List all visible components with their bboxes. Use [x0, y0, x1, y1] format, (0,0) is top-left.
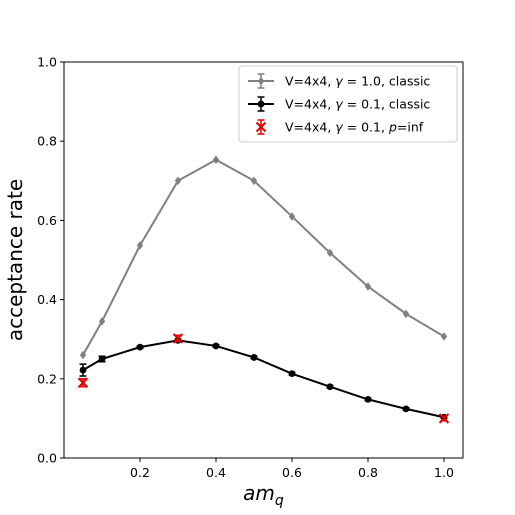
x-axis-label: amq [243, 481, 284, 509]
series-1-point [98, 317, 106, 326]
legend-label-part: V=4x4, [285, 120, 335, 135]
series-2-point [212, 342, 220, 350]
series-1-point [250, 176, 258, 186]
series-1-point [288, 212, 296, 221]
legend-label-part: V=4x4, [285, 97, 335, 112]
series-1 [79, 155, 448, 360]
legend-marker-stroke [255, 121, 267, 133]
legend-label-part: γ [335, 97, 343, 112]
legend-label-part: = 0.1, classic [343, 97, 431, 112]
series-1-point [440, 332, 448, 341]
axis-ticks: 0.2 0.4 0.6 0.8 1.0 0.0 0.2 0.4 0.6 0.8 1.0 [37, 55, 454, 481]
series-2-point [402, 405, 410, 413]
series-1-point [136, 241, 144, 250]
x-axis-label-subscript: q [275, 493, 284, 509]
legend-label: V=4x4, γ = 0.1, classic [285, 97, 430, 112]
legend-label: V=4x4, γ = 1.0, classic [285, 74, 430, 89]
series-3-point-stroke [438, 413, 450, 424]
series-1-point [402, 309, 410, 319]
series-2-point [98, 355, 106, 363]
series-2-point [250, 354, 258, 361]
series-2-point [326, 383, 334, 391]
legend-entry-2: V=4x4, γ = 0.1, classic [248, 96, 430, 112]
y-tick-label: 0.4 [37, 292, 57, 307]
y-axis-label: acceptance rate [3, 179, 27, 341]
legend-marker [257, 100, 265, 108]
legend-marker [255, 121, 267, 133]
series-1-point [79, 350, 87, 360]
series-3-point [172, 333, 184, 344]
legend-label-part: V=4x4, [285, 74, 335, 89]
legend-label-part: p [388, 120, 397, 135]
series-2-point [288, 370, 296, 378]
series-3-point-stroke [172, 333, 184, 344]
legend-label-part: = 0.1, [343, 120, 389, 135]
y-tick-label: 0.0 [37, 451, 57, 466]
y-tick-label: 0.2 [37, 371, 57, 386]
series-1-point [212, 155, 220, 165]
series-3-point [77, 377, 89, 388]
series-1-point [174, 176, 182, 186]
x-tick-label: 1.0 [434, 465, 454, 480]
series-layer [77, 155, 450, 424]
x-tick-label: 0.4 [206, 465, 226, 480]
series-2-point [364, 395, 372, 403]
series-2-point [79, 366, 87, 374]
series-3 [77, 333, 450, 424]
legend-label-part: γ [335, 74, 343, 89]
x-tick-label: 0.8 [358, 465, 378, 480]
x-tick-label: 0.6 [282, 465, 302, 480]
legend-label-part: γ [335, 120, 343, 135]
x-tick-label: 0.2 [130, 465, 150, 480]
plot-frame [63, 61, 464, 459]
y-tick-label: 1.0 [37, 55, 57, 70]
legend-marker [257, 76, 265, 86]
y-tick-label: 0.6 [37, 213, 57, 228]
legend-label-part: =inf [397, 120, 424, 135]
legend-frame [238, 65, 458, 143]
legend-entry-1: V=4x4, γ = 1.0, classic [248, 73, 430, 89]
series-1-point [364, 282, 372, 291]
x-axis-label-base: am [243, 481, 275, 505]
y-tick-label: 0.8 [37, 134, 57, 149]
series-2-point [136, 343, 144, 351]
legend-entry-3: V=4x4, γ = 0.1, p=inf [255, 119, 424, 135]
legend-label-part: = 1.0, classic [343, 74, 431, 89]
legend-label: V=4x4, γ = 0.1, p=inf [285, 120, 424, 135]
series-3-point [438, 413, 450, 424]
series-3-point-stroke [77, 377, 89, 388]
series-1-point [326, 248, 334, 258]
